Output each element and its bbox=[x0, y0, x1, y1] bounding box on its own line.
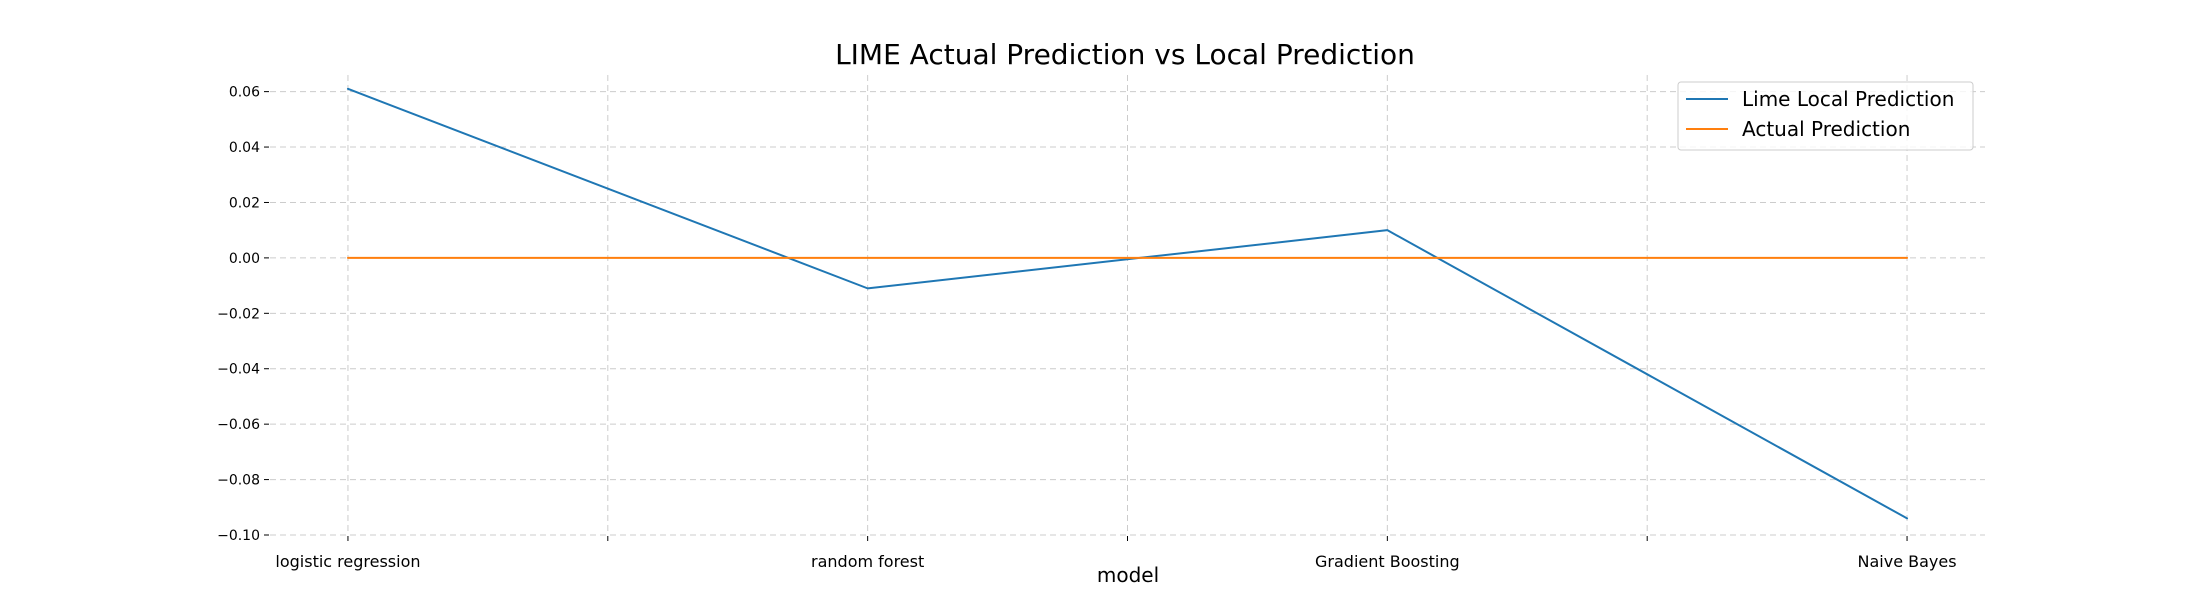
y-tick-label: −0.06 bbox=[217, 417, 260, 433]
x-tick-label-random-forest: random forest bbox=[811, 552, 924, 571]
y-tick-label: −0.02 bbox=[217, 306, 260, 322]
series-lines bbox=[346, 87, 1909, 520]
series-line-lime-local-prediction bbox=[346, 87, 1909, 520]
chart-title: LIME Actual Prediction vs Local Predicti… bbox=[835, 38, 1415, 71]
x-axis-label: model bbox=[1097, 563, 1159, 587]
y-tick-label: 0.06 bbox=[229, 85, 260, 101]
y-tick-label: 0.02 bbox=[229, 195, 260, 211]
y-tick-label: −0.08 bbox=[217, 473, 260, 489]
legend-label-actual-prediction: Actual Prediction bbox=[1742, 117, 1910, 141]
x-tick-label-logistic-regression: logistic regression bbox=[275, 552, 420, 571]
legend-frame bbox=[1677, 81, 1974, 151]
y-tick-label: −0.04 bbox=[217, 362, 260, 378]
legend: Lime Local Prediction Actual Prediction bbox=[1677, 81, 1974, 151]
y-tick-label: 0.00 bbox=[229, 251, 260, 267]
x-tick-label-naive-bayes: Naive Bayes bbox=[1858, 552, 1957, 571]
x-axis-ticks: logistic regression random forest Gradient… bbox=[275, 536, 1957, 571]
x-tick-label-gradient-boosting: Gradient Boosting bbox=[1315, 552, 1460, 571]
legend-label-lime-local-prediction: Lime Local Prediction bbox=[1742, 87, 1954, 111]
y-tick-label: −0.10 bbox=[217, 528, 260, 544]
y-axis-ticks: −0.10 −0.08 −0.06 −0.04 −0.02 0.00 0.02 0.04 0.0… bbox=[217, 85, 269, 544]
y-tick-label: 0.04 bbox=[229, 140, 260, 156]
